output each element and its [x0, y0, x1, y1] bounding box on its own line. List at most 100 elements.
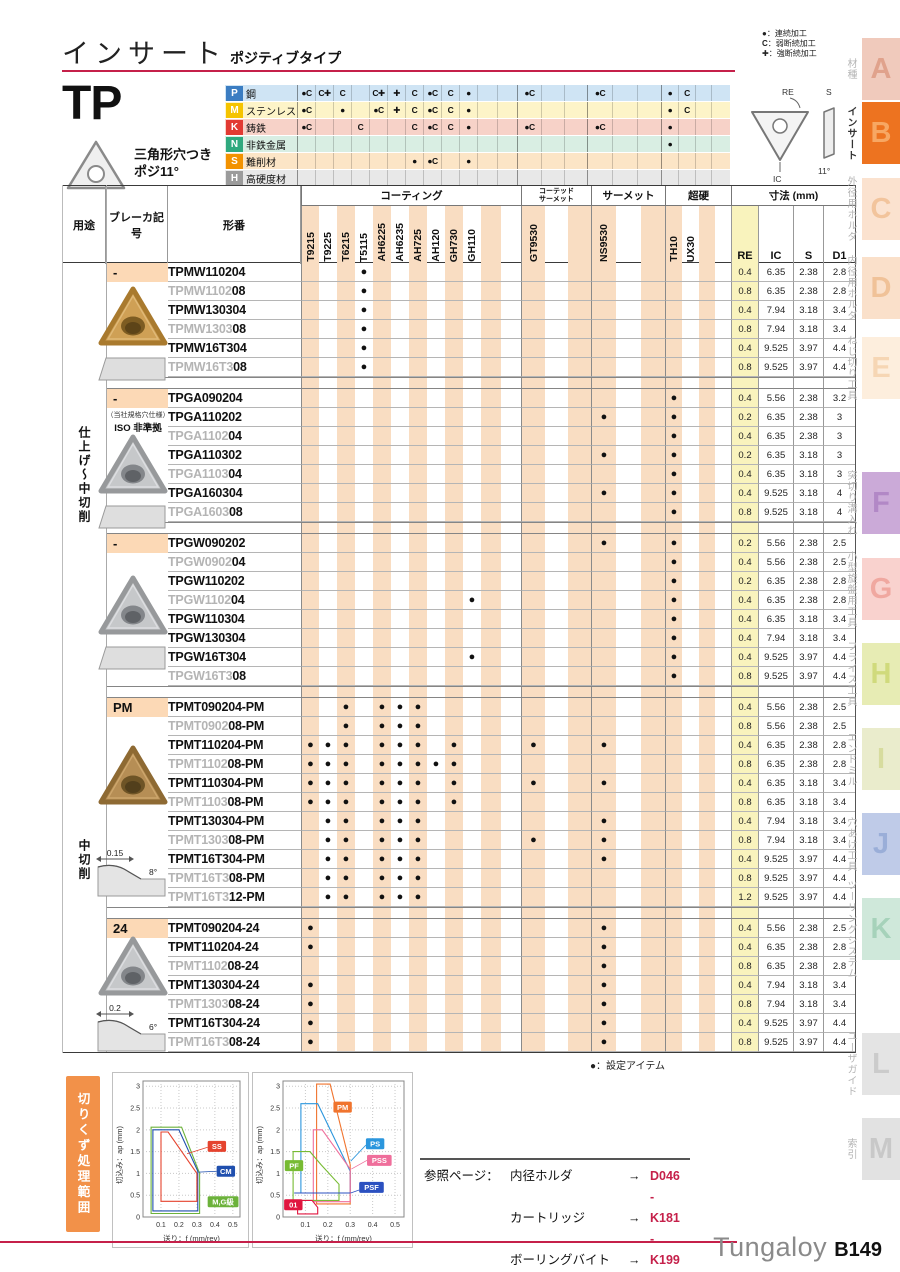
grade-cell — [665, 831, 682, 850]
dim-value: 3.4 — [823, 320, 855, 339]
material-mark-cell — [477, 102, 497, 118]
grade-cell — [591, 610, 616, 629]
grade-dot: ● — [521, 831, 545, 850]
part-number-main: 04 — [231, 593, 245, 607]
grade-cell — [301, 408, 319, 427]
grade-dot: ● — [391, 869, 409, 888]
grade-cell — [481, 976, 501, 995]
s-label: S — [826, 87, 832, 97]
ic-label: IC — [773, 174, 782, 184]
grade-dot: ● — [445, 736, 463, 755]
sidebar-tab-G[interactable]: G — [862, 558, 900, 620]
grade-cell — [373, 1033, 391, 1052]
material-mark-cell — [564, 170, 587, 186]
sidebar-tab-E[interactable]: E — [862, 337, 900, 399]
ref-page-link[interactable]: K199 - — [650, 1253, 680, 1267]
part-number-main: TPMT16T304-24 — [168, 1016, 260, 1030]
grade-dot: ● — [301, 938, 319, 957]
ref-page-link[interactable]: K181 - — [650, 1211, 680, 1246]
grade-cell — [699, 389, 715, 408]
grade-cell — [501, 736, 521, 755]
grade-cell — [355, 869, 373, 888]
grade-cell — [463, 534, 481, 553]
grade-dot: ● — [337, 831, 355, 850]
sidebar-tab-J[interactable]: J — [862, 813, 900, 875]
grade-cell — [616, 553, 641, 572]
sidebar-tab-F[interactable]: F — [862, 472, 900, 534]
grade-dot: ● — [445, 755, 463, 774]
grade-cell — [682, 717, 699, 736]
grade-cell — [481, 484, 501, 503]
grade-cell — [641, 610, 665, 629]
sidebar-tab-letter: I — [876, 742, 886, 775]
grade-cell — [521, 888, 545, 907]
svg-text:M,G級: M,G級 — [212, 1197, 234, 1207]
material-mark-cell: C✚ — [315, 85, 333, 101]
grade-cell — [682, 446, 699, 465]
table-row: TPMT110304-PM ● ● ● ● ● ● ● ● ● 0.4 6.35 3.18 3.4 — [106, 774, 855, 793]
grade-cell — [501, 648, 521, 667]
grade-dot: ● — [301, 995, 319, 1014]
grade-cell — [715, 755, 731, 774]
dim-value: 0.4 — [731, 591, 758, 610]
sidebar-tab-M[interactable]: M — [862, 1118, 900, 1180]
grade-cell — [616, 610, 641, 629]
grade-cell — [665, 850, 682, 869]
grade-cell — [545, 408, 568, 427]
grade-cell — [545, 850, 568, 869]
grade-cell — [355, 446, 373, 465]
material-name: 鋳鉄 — [246, 123, 266, 135]
grade-dot: ● — [409, 812, 427, 831]
grade-cell — [463, 831, 481, 850]
grade-dot: ● — [591, 850, 616, 869]
material-mark-cell — [517, 102, 541, 118]
material-mark-cell — [387, 136, 405, 152]
grade-dot: ● — [391, 831, 409, 850]
grade-cell — [715, 320, 731, 339]
grade-cell — [682, 812, 699, 831]
chipbreaker-profile: 0.15 8° — [93, 848, 171, 905]
grade-cell — [301, 339, 319, 358]
dim-value: 2.38 — [793, 389, 823, 408]
grade-cell — [665, 1033, 682, 1052]
grade-cell — [545, 812, 568, 831]
grade-cell — [409, 572, 427, 591]
sidebar-tab-B[interactable]: B — [862, 102, 900, 164]
grade-cell — [355, 553, 373, 572]
grade-cell — [699, 427, 715, 446]
gap-cell — [545, 908, 568, 918]
breaker-cell — [106, 698, 168, 717]
grade-cell — [715, 553, 731, 572]
breaker-cell — [106, 812, 168, 831]
grade-cell — [641, 389, 665, 408]
svg-text:0.4: 0.4 — [210, 1222, 220, 1229]
sidebar-tab-D[interactable]: D — [862, 257, 900, 319]
sidebar-tab-K[interactable]: K — [862, 898, 900, 960]
part-number-main: TPMT130304-PM — [168, 814, 265, 828]
sidebar-tab-label: 材種 — [842, 14, 859, 124]
grade-dot: ● — [591, 812, 616, 831]
grade-dot: ● — [591, 995, 616, 1014]
dim-value: 3.97 — [793, 648, 823, 667]
material-mark-cell — [405, 170, 423, 186]
sidebar-tab-H[interactable]: H — [862, 643, 900, 705]
material-mark-cell — [441, 136, 459, 152]
sidebar-tab-C[interactable]: C — [862, 178, 900, 240]
grade-cell — [568, 629, 591, 648]
sidebar-tab-I[interactable]: I — [862, 728, 900, 790]
gap-cell — [427, 908, 445, 918]
grade-cell — [463, 667, 481, 686]
grade-cell — [545, 503, 568, 522]
grade-column-header: AH725 — [409, 206, 427, 264]
dim-value: 0.2 — [731, 534, 758, 553]
table-row: TPMT130304-PM ● ● ● ● ● ● 0.4 7.94 3.18 3.4 — [106, 812, 855, 831]
grade-cell — [501, 1033, 521, 1052]
dim-value: 3.18 — [793, 976, 823, 995]
ref-page-link[interactable]: D046 - — [650, 1169, 680, 1204]
grade-cell — [641, 938, 665, 957]
usage-finishing-medium: 仕上げ～中切削 — [77, 426, 91, 524]
material-mark-cell — [441, 153, 459, 169]
grade-cell — [427, 667, 445, 686]
sidebar-tab-L[interactable]: L — [862, 1033, 900, 1095]
sidebar-tab-A[interactable]: A — [862, 38, 900, 100]
